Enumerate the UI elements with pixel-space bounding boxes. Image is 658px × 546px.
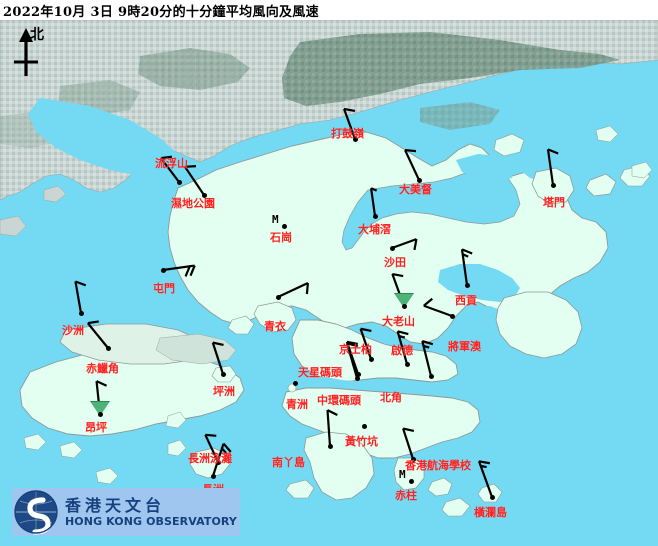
station-label-sai-kung: 西貢 bbox=[455, 294, 477, 307]
station-label-peng-chau: 坪洲 bbox=[213, 385, 235, 398]
station-label-tates-cairn: 大老山 bbox=[382, 315, 415, 328]
station-dot-icon[interactable] bbox=[404, 361, 410, 367]
station-dot-icon[interactable] bbox=[354, 375, 360, 381]
station-label-chek-lap-kok: 赤鱲角 bbox=[86, 362, 119, 375]
station-dot-icon[interactable] bbox=[550, 182, 556, 188]
station-dot-icon[interactable] bbox=[97, 411, 103, 417]
station-dot-icon[interactable] bbox=[78, 310, 84, 316]
station-label-tai-po-kau: 大埔滘 bbox=[358, 223, 391, 236]
station-label-ta-kwu-ling: 打鼓嶺 bbox=[331, 127, 364, 140]
station-label-sailing-school: 香港航海學校 bbox=[405, 459, 471, 472]
station-label-stanley: 赤柱 bbox=[395, 489, 417, 502]
hko-name-en: HONG KONG OBSERVATORY bbox=[65, 514, 237, 528]
map-basemap bbox=[0, 20, 658, 546]
station-label-waglan-island: 橫瀾島 bbox=[474, 506, 507, 519]
station-dot-icon[interactable] bbox=[416, 177, 422, 183]
station-m-marker: M bbox=[399, 468, 406, 481]
hko-logo: 香港天文台 HONG KONG OBSERVATORY bbox=[12, 488, 240, 536]
station-dot-icon[interactable] bbox=[489, 494, 495, 500]
station-dot-icon[interactable] bbox=[275, 294, 281, 300]
station-label-tseung-kwan-o: 將軍澳 bbox=[448, 340, 481, 353]
station-dot-icon[interactable] bbox=[368, 356, 374, 362]
station-dot-icon[interactable] bbox=[327, 443, 333, 449]
station-label-cheung-chau-beach: 長洲泳灘 bbox=[188, 452, 232, 465]
hong-kong-map: 北 打鼓嶺流浮山濕地公園 M 石崗 大美督塔門大埔滘沙田西貢 屯門沙洲赤鱲角昂坪 坪洲 青衣… bbox=[0, 20, 658, 546]
station-dot-icon[interactable] bbox=[176, 179, 182, 185]
station-label-tuen-mun: 屯門 bbox=[153, 282, 175, 295]
station-dot-icon[interactable] bbox=[160, 267, 166, 273]
station-dot-icon[interactable] bbox=[281, 223, 287, 229]
station-label-kings-park: 京士柏 bbox=[339, 343, 372, 356]
station-label-tai-mei-tuk: 大美督 bbox=[399, 183, 432, 196]
station-dot-icon[interactable] bbox=[210, 473, 216, 479]
north-arrow-icon bbox=[14, 28, 38, 76]
station-dot-icon[interactable] bbox=[292, 380, 298, 386]
station-dot-icon[interactable] bbox=[389, 245, 395, 251]
hko-name-zh: 香港天文台 bbox=[65, 495, 166, 515]
station-dot-icon[interactable] bbox=[220, 371, 226, 377]
station-m-marker: M bbox=[272, 213, 279, 226]
station-dot-icon[interactable] bbox=[408, 478, 414, 484]
station-label-sha-tin: 沙田 bbox=[384, 256, 406, 269]
station-label-tsing-yi: 青衣 bbox=[264, 320, 286, 333]
station-label-sha-chau: 沙洲 bbox=[62, 324, 84, 337]
station-label-north-point: 北角 bbox=[380, 391, 402, 404]
station-dot-icon[interactable] bbox=[449, 313, 455, 319]
station-label-shek-kong: 石崗 bbox=[270, 231, 292, 244]
hko-logo-icon bbox=[14, 490, 58, 535]
page-title: 2022年10月 3日 9時20分的十分鐘平均風向及風速 bbox=[3, 5, 319, 20]
title-bar: 2022年10月 3日 9時20分的十分鐘平均風向及風速 bbox=[0, 0, 658, 20]
station-label-wetland-park: 濕地公園 bbox=[171, 197, 215, 210]
station-dot-icon[interactable] bbox=[428, 373, 434, 379]
station-label-wong-chuk-hang: 黃竹坑 bbox=[345, 435, 378, 448]
station-label-tap-mun: 塔門 bbox=[543, 196, 565, 209]
station-label-lau-fau-shan: 流浮山 bbox=[155, 157, 188, 170]
station-label-kai-tak: 啟德 bbox=[391, 344, 413, 357]
station-dot-icon[interactable] bbox=[361, 423, 367, 429]
station-label-lamma-island: 南丫島 bbox=[272, 456, 305, 469]
station-label-central-pier: 中環碼頭 bbox=[317, 394, 361, 407]
station-dot-icon[interactable] bbox=[105, 345, 111, 351]
north-label: 北 bbox=[30, 27, 44, 43]
station-label-green-island: 青洲 bbox=[286, 398, 308, 411]
hko-logo-text: 香港天文台 HONG KONG OBSERVATORY bbox=[65, 495, 237, 528]
station-label-tsim-sha-tsui-pier: 天星碼頭 bbox=[298, 366, 342, 379]
station-dot-icon[interactable] bbox=[401, 303, 407, 309]
station-dot-icon[interactable] bbox=[372, 213, 378, 219]
station-dot-icon[interactable] bbox=[464, 282, 470, 288]
station-label-ngong-ping: 昂坪 bbox=[85, 421, 107, 434]
